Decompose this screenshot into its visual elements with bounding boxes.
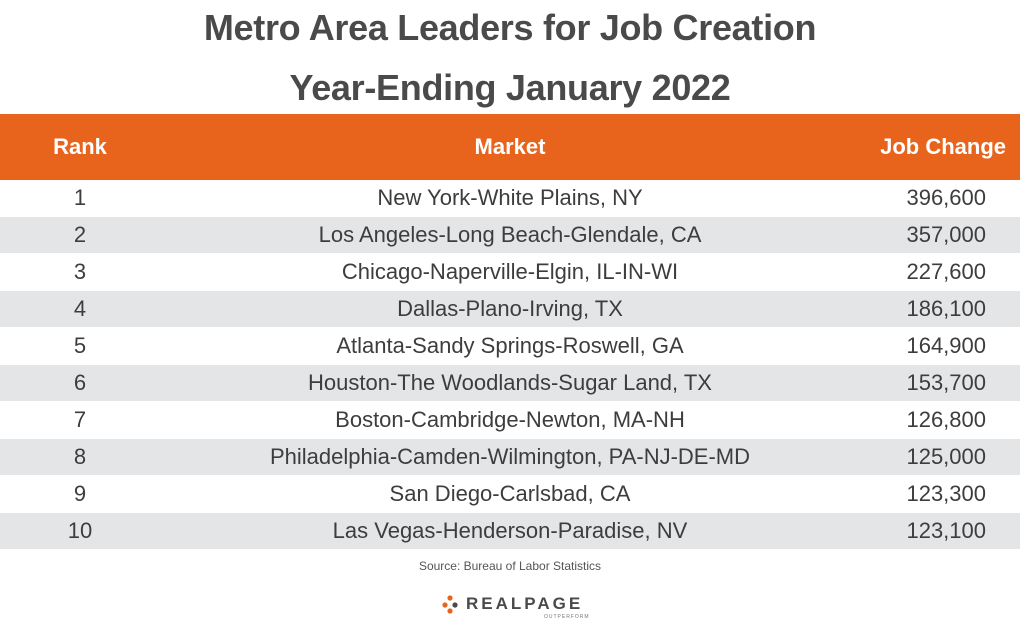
market-cell: New York-White Plains, NY	[377, 185, 643, 210]
market-cell: Boston-Cambridge-Newton, MA-NH	[335, 407, 685, 432]
header-job-change: Job Change	[880, 134, 1006, 159]
job-change-cell: 123,300	[906, 481, 986, 506]
market-cell: Las Vegas-Henderson-Paradise, NV	[332, 518, 688, 543]
job-change-cell: 126,800	[906, 407, 986, 432]
table-row: 10 Las Vegas-Henderson-Paradise, NV 123,…	[0, 513, 1020, 550]
rank-cell: 9	[73, 481, 87, 506]
table-row: 8 Philadelphia-Camden-Wilmington, PA-NJ-…	[0, 439, 1020, 476]
rank-cell: 2	[73, 222, 87, 247]
market-cell: Philadelphia-Camden-Wilmington, PA-NJ-DE…	[269, 444, 751, 469]
logo-tagline: OUTPERFORM	[544, 614, 590, 620]
market-cell: Chicago-Naperville-Elgin, IL-IN-WI	[341, 259, 679, 284]
rank-cell: 1	[73, 185, 87, 210]
market-cell: Los Angeles-Long Beach-Glendale, CA	[318, 222, 702, 247]
source-note: Source: Bureau of Labor Statistics	[418, 559, 602, 573]
rank-cell: 6	[73, 370, 87, 395]
header-rank: Rank	[53, 134, 107, 159]
job-change-cell: 125,000	[906, 444, 986, 469]
job-change-cell: 153,700	[906, 370, 986, 395]
table-row: 2 Los Angeles-Long Beach-Glendale, CA 35…	[0, 217, 1020, 254]
realpage-logo: REALPAGE OUTPERFORM	[440, 592, 600, 622]
header-market: Market	[474, 134, 546, 159]
rank-cell: 7	[73, 407, 87, 432]
rank-cell: 8	[73, 444, 87, 469]
table-row: 3 Chicago-Naperville-Elgin, IL-IN-WI 227…	[0, 254, 1020, 291]
table-row: 7 Boston-Cambridge-Newton, MA-NH 126,800	[0, 402, 1020, 439]
table-row: 1 New York-White Plains, NY 396,600	[0, 180, 1020, 217]
job-change-cell: 123,100	[906, 518, 986, 543]
market-cell: Dallas-Plano-Irving, TX	[397, 296, 623, 321]
table-row: 9 San Diego-Carlsbad, CA 123,300	[0, 476, 1020, 513]
chart-subtitle: Year-Ending January 2022	[289, 67, 731, 108]
job-creation-table: Rank Market Job Change 1 New York-White …	[0, 114, 1020, 550]
table-row: 5 Atlanta-Sandy Springs-Roswell, GA 164,…	[0, 328, 1020, 365]
job-change-cell: 186,100	[906, 296, 986, 321]
table-row: 4 Dallas-Plano-Irving, TX 186,100	[0, 291, 1020, 328]
rank-cell: 10	[67, 518, 93, 543]
rank-cell: 5	[73, 333, 87, 358]
table-header: Rank Market Job Change	[0, 114, 1020, 180]
table-row: 6 Houston-The Woodlands-Sugar Land, TX 1…	[0, 365, 1020, 402]
rank-cell: 3	[73, 259, 87, 284]
logo-wordmark: REALPAGE	[466, 594, 584, 613]
job-change-cell: 396,600	[906, 185, 986, 210]
job-change-cell: 164,900	[906, 333, 986, 358]
chart-title: Metro Area Leaders for Job Creation	[203, 7, 817, 48]
job-change-cell: 357,000	[906, 222, 986, 247]
market-cell: Atlanta-Sandy Springs-Roswell, GA	[336, 333, 684, 358]
market-cell: Houston-The Woodlands-Sugar Land, TX	[308, 370, 712, 395]
realpage-dots-icon	[442, 595, 458, 614]
rank-cell: 4	[73, 296, 87, 321]
job-change-cell: 227,600	[906, 259, 986, 284]
market-cell: San Diego-Carlsbad, CA	[389, 481, 631, 506]
